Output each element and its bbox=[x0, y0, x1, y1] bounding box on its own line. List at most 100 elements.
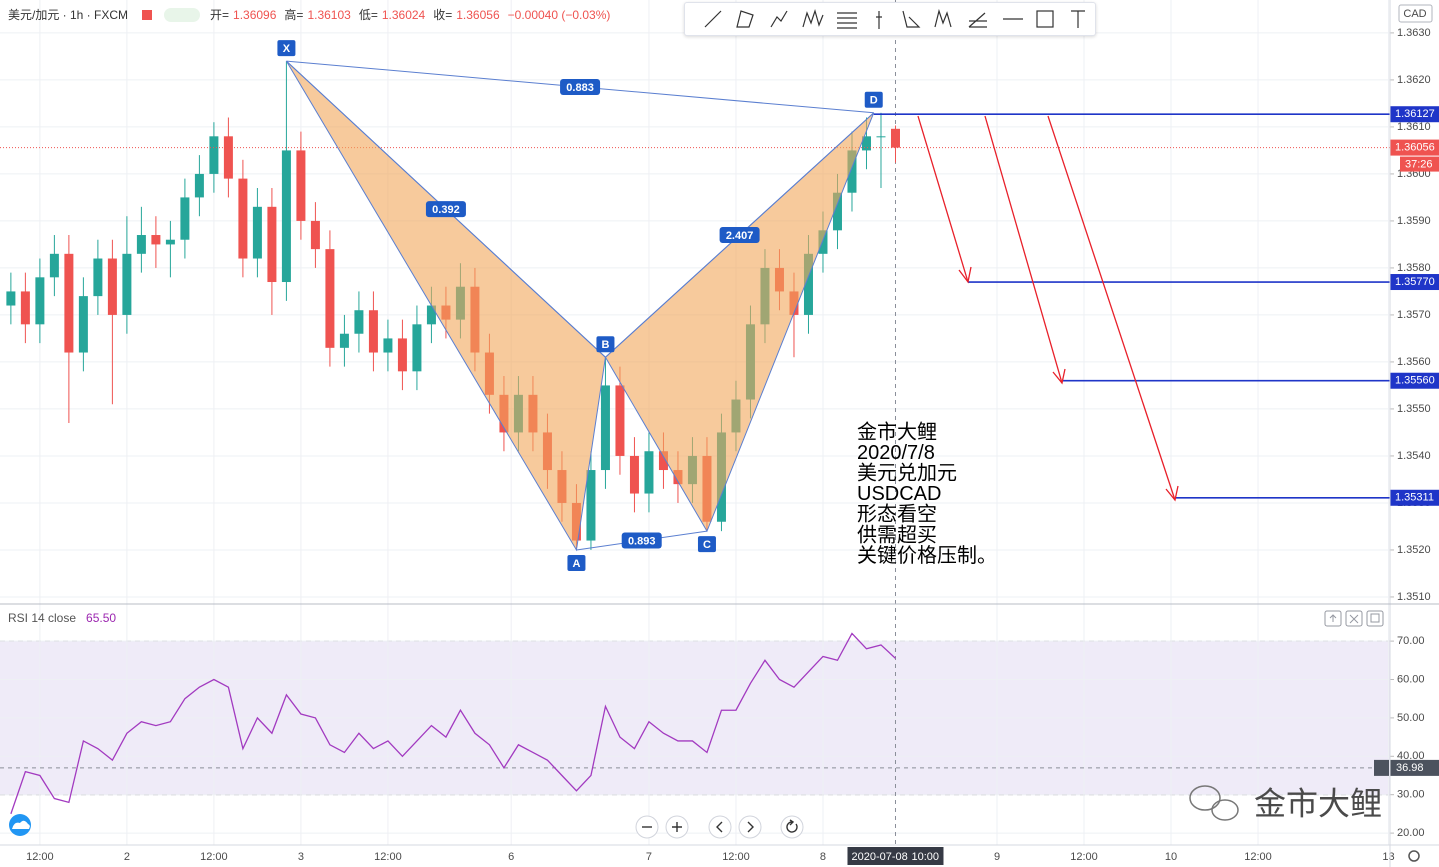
ohlc-label: 收= bbox=[433, 8, 453, 22]
candle-body bbox=[223, 136, 233, 179]
toolbar-icons bbox=[704, 8, 1085, 29]
candle-body bbox=[368, 310, 378, 353]
point-label: B bbox=[601, 339, 609, 351]
trend-line-tool[interactable] bbox=[704, 10, 722, 28]
path-tool[interactable] bbox=[770, 10, 788, 28]
reset-button[interactable] bbox=[780, 815, 804, 839]
candle-body bbox=[412, 324, 422, 372]
pane-maximize-button[interactable] bbox=[1366, 610, 1384, 627]
annotation-line: 形态看空 bbox=[857, 503, 937, 526]
x-tick-label: 3 bbox=[298, 851, 304, 863]
candle-body bbox=[615, 385, 625, 456]
candle-body bbox=[818, 230, 828, 254]
currency-box[interactable] bbox=[1398, 4, 1433, 23]
rsi-title: RSI 14 close bbox=[8, 611, 77, 625]
candle-body bbox=[586, 470, 596, 541]
crosshair-time: 10:00 bbox=[911, 851, 939, 863]
arrow bbox=[917, 115, 969, 283]
point-box bbox=[697, 536, 716, 553]
candle-body bbox=[78, 296, 88, 353]
icon bbox=[747, 821, 754, 833]
level-label-box bbox=[1390, 274, 1439, 291]
annotation-line: 2020/7/8 bbox=[857, 442, 935, 464]
countdown-box bbox=[1400, 156, 1439, 172]
x-tick-label: 12:00 bbox=[1070, 851, 1098, 863]
candle-body bbox=[861, 136, 871, 151]
candle-body bbox=[803, 253, 813, 315]
position-tool[interactable] bbox=[876, 11, 882, 29]
y-tick-label: 50.00 bbox=[1397, 712, 1425, 724]
scroll-left-button[interactable] bbox=[708, 815, 732, 839]
candle-body bbox=[397, 338, 407, 372]
x-tick-label: 12:00 bbox=[722, 851, 750, 863]
ohlc-value: 1.36096 bbox=[233, 7, 277, 22]
candle-body bbox=[876, 136, 886, 138]
rsi-value: 65.50 bbox=[86, 611, 117, 625]
arrow bbox=[1047, 115, 1176, 501]
candle-body bbox=[238, 178, 248, 259]
point-label: X bbox=[283, 43, 291, 55]
watermark: 金市大鲤 bbox=[1254, 785, 1382, 821]
ohlc-label: 开= bbox=[210, 8, 230, 22]
level-label: 1.35770 bbox=[1395, 276, 1435, 288]
candle-body bbox=[267, 206, 277, 283]
xabcd-tool[interactable] bbox=[934, 8, 952, 28]
ratio-label: 2.407 bbox=[726, 230, 754, 242]
annotation-line: 美元兑加元 bbox=[857, 461, 957, 484]
crosshair-plus[interactable] bbox=[1374, 759, 1389, 776]
last-price-label: 1.36056 bbox=[1395, 141, 1435, 153]
candle-body bbox=[847, 150, 857, 193]
wechat-icon bbox=[1189, 785, 1239, 821]
fan-tool[interactable] bbox=[968, 12, 987, 28]
point-box bbox=[596, 336, 615, 353]
ohlc-label: 高= bbox=[284, 8, 304, 22]
y-tick-label: 20.00 bbox=[1397, 827, 1425, 839]
candle-body bbox=[426, 305, 436, 325]
symbol: 美元/加元 · 1h · FXCM bbox=[8, 8, 129, 22]
icon bbox=[1329, 614, 1337, 622]
scroll-right-button[interactable] bbox=[738, 815, 762, 839]
crosshair-value-box bbox=[1390, 759, 1439, 776]
ratio-box bbox=[560, 78, 601, 95]
point-label: C bbox=[703, 539, 711, 551]
arrow-head bbox=[1165, 485, 1179, 502]
icon bbox=[1370, 613, 1380, 623]
candle-body bbox=[209, 136, 219, 174]
settings-button[interactable] bbox=[1408, 850, 1420, 862]
x-tick-label: 10 bbox=[1165, 851, 1177, 863]
arrow-head bbox=[958, 266, 972, 284]
polygon-tool[interactable] bbox=[736, 10, 754, 28]
point-box bbox=[864, 91, 883, 108]
candle-body bbox=[296, 150, 306, 221]
pattern-tool[interactable] bbox=[802, 8, 824, 28]
status-icon bbox=[142, 9, 153, 20]
candle-body bbox=[136, 235, 146, 254]
candle-body bbox=[310, 220, 320, 250]
x-tick-label: 2 bbox=[124, 851, 130, 863]
rectangle-tool[interactable] bbox=[1036, 10, 1054, 28]
annotation-line: 供需超买 bbox=[857, 523, 937, 546]
ohlc-label: 低= bbox=[358, 8, 378, 22]
legend-header: 美元/加元 · 1h · FXCM 开= 1.36096 高= 1.36103 低=… bbox=[8, 6, 614, 23]
pane-buttons bbox=[1324, 610, 1384, 627]
x-tick-label: 7 bbox=[646, 851, 652, 863]
logo bbox=[9, 814, 31, 836]
ratio-label: 0.893 bbox=[628, 535, 656, 547]
level-label: 1.35311 bbox=[1395, 492, 1434, 504]
candle-body bbox=[354, 310, 364, 334]
candle-body bbox=[832, 192, 842, 231]
text-tool[interactable] bbox=[1071, 10, 1085, 28]
x-tick-label: 12:00 bbox=[26, 851, 54, 863]
ratio-label: 0.883 bbox=[566, 82, 594, 94]
nav-buttons bbox=[635, 815, 804, 839]
y-tick-label: 1.3590 bbox=[1397, 215, 1431, 227]
icon bbox=[1211, 799, 1239, 821]
currency: CAD bbox=[1403, 8, 1426, 20]
icon bbox=[716, 821, 723, 833]
abcd-tool[interactable] bbox=[902, 10, 921, 28]
y-tick-label: 1.3560 bbox=[1397, 356, 1431, 368]
fib-tool[interactable] bbox=[837, 12, 857, 29]
candle-body bbox=[6, 291, 16, 306]
y-tick-label: 1.3550 bbox=[1397, 403, 1431, 415]
x-tick-label: 9 bbox=[994, 851, 1000, 863]
